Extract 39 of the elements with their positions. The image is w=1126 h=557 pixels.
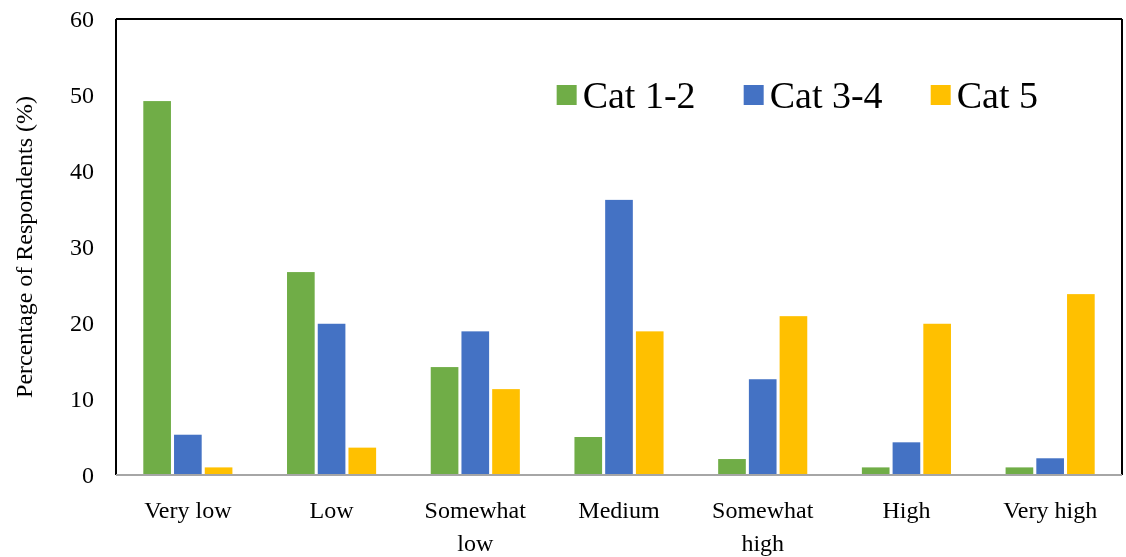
bar — [861, 467, 890, 475]
x-tick-label: Very low — [144, 497, 233, 523]
bar — [605, 199, 633, 475]
bar — [748, 379, 777, 475]
y-tick-label: 0 — [82, 462, 94, 489]
bar — [143, 101, 171, 475]
legend-label: Cat 1-2 — [582, 74, 696, 117]
bar — [635, 331, 664, 475]
bar — [204, 467, 233, 475]
bar — [574, 437, 603, 475]
bar — [1036, 458, 1064, 475]
bar — [348, 447, 377, 475]
x-tick-label: Medium — [578, 497, 660, 523]
x-tick-label: Somewhat low — [424, 497, 527, 556]
bar — [892, 442, 921, 475]
y-tick-label: 30 — [70, 234, 94, 261]
bar — [461, 331, 490, 475]
legend-label: Cat 5 — [956, 74, 1038, 117]
bar — [317, 323, 346, 475]
y-tick-label: 50 — [70, 82, 94, 109]
bar — [923, 323, 951, 475]
bar — [1067, 294, 1095, 475]
bar — [287, 272, 315, 475]
bar — [174, 434, 202, 475]
bar — [492, 389, 520, 475]
x-tick-label: Very high — [1003, 497, 1098, 523]
x-tick-label: High — [882, 497, 931, 523]
bar — [1005, 467, 1034, 475]
x-tick-label: Low — [309, 497, 355, 523]
bar — [430, 367, 459, 475]
bar — [718, 459, 746, 475]
y-tick-label: 40 — [70, 158, 94, 185]
y-tick-label: 10 — [70, 386, 94, 413]
y-axis-title: Percentage of Respondents (%) — [11, 96, 37, 398]
x-tick-label: Somewhat high — [712, 497, 814, 556]
y-tick-label: 60 — [70, 6, 94, 33]
legend-label: Cat 3-4 — [769, 74, 883, 117]
bar — [779, 316, 808, 475]
y-tick-label: 20 — [70, 310, 94, 337]
